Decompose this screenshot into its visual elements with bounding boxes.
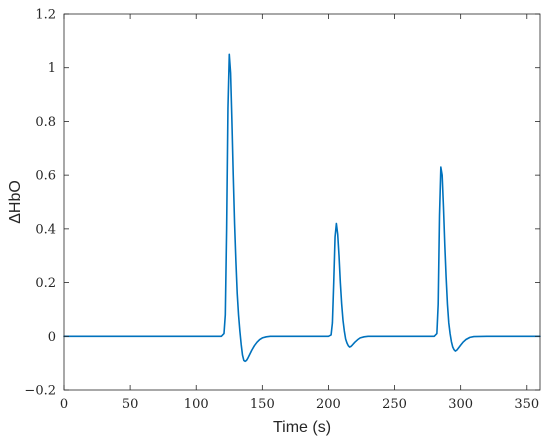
- y-axis-ticks: −0.2 0 0.2 0.4 0.6 0.8 1 1.2: [24, 8, 540, 399]
- axes-frame: [63, 13, 541, 391]
- x-tick-label: 150: [250, 397, 275, 412]
- y-axis-label: ΔHbO: [7, 180, 24, 224]
- y-tick-label: −0.2: [24, 384, 56, 399]
- plot-area: [64, 14, 540, 390]
- y-tick-label: 0: [48, 330, 56, 345]
- x-axis-label: Time (s): [273, 419, 331, 436]
- x-tick-label: 50: [122, 397, 139, 412]
- y-tick-label: 0.4: [35, 222, 56, 237]
- axes-box: [63, 13, 541, 391]
- x-tick-label: 200: [316, 397, 341, 412]
- x-tick-label: 350: [514, 397, 539, 412]
- x-tick-label: 100: [184, 397, 209, 412]
- y-tick-label: 1: [48, 61, 56, 76]
- x-tick-label: 250: [382, 397, 407, 412]
- plot-background: [64, 14, 540, 390]
- series-layer: [63, 53, 541, 363]
- y-tick-label: 0.2: [35, 276, 56, 291]
- x-tick-label: 300: [448, 397, 473, 412]
- y-tick-label: 0.8: [35, 115, 56, 130]
- y-tick-label: 1.2: [35, 8, 56, 23]
- x-tick-label: 0: [60, 397, 68, 412]
- y-tick-label: 0.6: [35, 169, 56, 184]
- x-axis-ticks: 0 50 100 150 200 250 300 350: [60, 14, 539, 412]
- series-line-1: [63, 53, 541, 363]
